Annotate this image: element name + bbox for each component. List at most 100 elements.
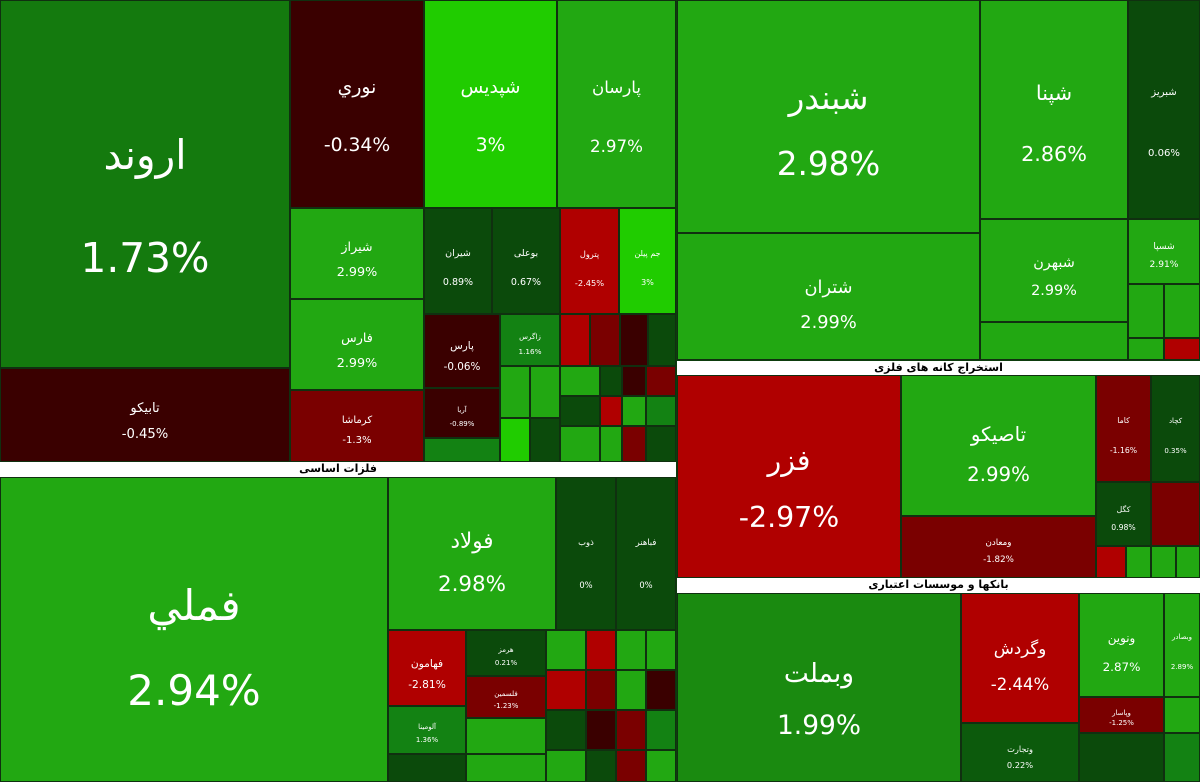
tile [1164, 284, 1200, 338]
tile: زاگرس 1.16% [500, 314, 560, 366]
tile-name: فهامون [410, 656, 444, 670]
tile [546, 670, 586, 710]
tile: پارس -0.06% [424, 314, 500, 388]
tile-name: تاصیکو [970, 423, 1027, 447]
tile-name: ونوین [1107, 630, 1136, 645]
tile [1079, 733, 1164, 782]
tile [622, 426, 646, 462]
tile [530, 366, 560, 418]
tile [622, 396, 646, 426]
tile [546, 750, 586, 782]
tile [646, 670, 676, 710]
tile-change: -1.3% [342, 435, 372, 447]
sector-title: استخراج کانه های فلزی [677, 361, 1200, 375]
tile-change: 2.87% [1102, 659, 1141, 674]
tile-change: 1.73% [80, 234, 210, 283]
tile [646, 396, 676, 426]
tile [586, 710, 616, 750]
tile [646, 366, 676, 396]
tile-change: 0.35% [1164, 446, 1187, 455]
tile-change: 0.67% [510, 277, 542, 289]
tile-change: 2.97% [590, 136, 643, 156]
tile-change: 2.94% [127, 666, 261, 716]
tile-change: 1.36% [415, 736, 439, 745]
tile-name: شتران [804, 276, 853, 298]
tile-name: کرماشا [341, 415, 373, 427]
tile-name: تابیکو [130, 400, 160, 416]
tile [388, 754, 466, 782]
tile-name: فلسمین [494, 690, 518, 699]
tile [646, 750, 676, 782]
tile: وتجارت 0.22% [961, 723, 1079, 782]
sector-title: بانکها و موسسات اعتباری [677, 578, 1200, 593]
tile-name: شپنا [1035, 80, 1073, 105]
tile-change: 0.98% [1111, 523, 1136, 533]
tile: ومعادن -1.82% [901, 516, 1096, 578]
tile: فهامون -2.81% [388, 630, 466, 706]
tile-name: هرمز [498, 646, 514, 655]
tile-name: آلومینا [418, 722, 436, 731]
tile-change: 1.99% [776, 710, 862, 742]
tile: شیران 0.89% [424, 208, 492, 314]
tile: ذوب 0% [556, 477, 616, 630]
tile-name: فملي [147, 580, 241, 630]
tile [616, 750, 646, 782]
tile-change: 2.99% [800, 312, 857, 334]
tile [586, 630, 616, 670]
tile [1126, 546, 1151, 578]
tile: کگل 0.98% [1096, 482, 1151, 546]
tile [424, 438, 500, 462]
tile [622, 366, 646, 396]
tile: وپاسار -1.25% [1079, 697, 1164, 733]
tile-change: -0.89% [449, 419, 475, 428]
tile [586, 750, 616, 782]
tile-change: 0.89% [442, 277, 474, 289]
tile: تاصیکو 2.99% [901, 375, 1096, 516]
tile-name: کاما [1117, 416, 1130, 426]
tile: پترول -2.45% [560, 208, 619, 314]
tile-name: ذوب [578, 537, 594, 548]
tile-change: 2.98% [776, 144, 881, 183]
tile-change: -0.34% [323, 135, 391, 157]
tile-name: وپاسار [1112, 708, 1131, 717]
tile-change: -1.16% [1109, 446, 1138, 456]
tile: جم پیلن 3% [619, 208, 676, 314]
tile: وبملت 1.99% [677, 593, 961, 782]
tile-name: آریا [457, 405, 467, 414]
tile: شبریز 0.06% [1128, 0, 1200, 219]
tile-name: شبریز [1151, 86, 1177, 98]
tile-name: وبصادر [1171, 633, 1193, 642]
tile [1151, 482, 1200, 546]
tile-name: شسپا [1153, 241, 1175, 252]
tile [530, 418, 560, 462]
tile-name: وبملت [783, 657, 855, 689]
tile [1176, 546, 1200, 578]
tile: فباهنر 0% [616, 477, 676, 630]
tile: آلومینا 1.36% [388, 706, 466, 754]
tile [560, 396, 600, 426]
tile-change: 0.21% [494, 659, 518, 667]
tile [1164, 733, 1200, 782]
tile: کاما -1.16% [1096, 375, 1151, 482]
tile [1164, 338, 1200, 360]
tile: بوعلی 0.67% [492, 208, 560, 314]
tile-change: -2.45% [574, 278, 605, 289]
tile-change: -2.44% [990, 675, 1050, 695]
tile-change: 3% [475, 135, 506, 157]
tile [500, 366, 530, 418]
tile-name: اروند [103, 131, 187, 180]
tile-change: 0% [579, 580, 593, 591]
tile-name: فولاد [450, 529, 494, 555]
tile-change: 2.99% [336, 265, 378, 281]
tile [620, 314, 648, 366]
tile-change: 0.22% [1006, 760, 1034, 771]
tile-name: فباهنر [635, 537, 657, 548]
tile [616, 630, 646, 670]
tile: نوري -0.34% [290, 0, 424, 208]
tile-change: -2.81% [408, 677, 446, 691]
tile-change: 2.99% [967, 462, 1030, 486]
tile-name: فارس [341, 330, 373, 346]
tile [600, 366, 622, 396]
tile: شسپا 2.91% [1128, 219, 1200, 284]
